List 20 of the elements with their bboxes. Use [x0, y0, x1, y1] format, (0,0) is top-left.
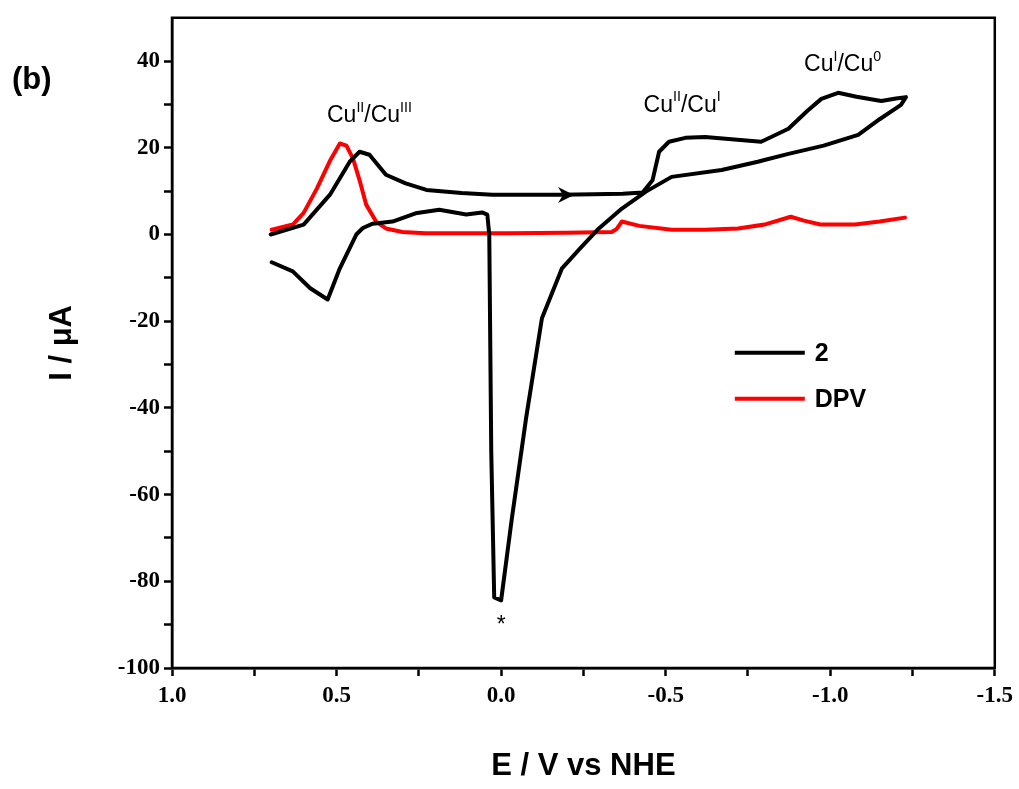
y-tick-label: 40	[137, 47, 160, 73]
y-axis-title: I / μA	[43, 304, 79, 381]
x-tick-label: -1.5	[976, 681, 1014, 707]
y-tick-label: -100	[117, 653, 160, 679]
y-tick-label: 0	[148, 220, 160, 246]
legend-label: 2	[814, 337, 829, 366]
legend-label: DPV	[814, 383, 867, 412]
x-tick-label: 0.0	[486, 681, 516, 707]
y-tick-label: -80	[129, 567, 160, 593]
y-tick-label: -20	[129, 307, 160, 333]
x-tick-label: 1.0	[157, 681, 187, 707]
x-tick-label: 0.5	[322, 681, 351, 707]
x-tick-label: -1.0	[812, 681, 849, 707]
y-tick-label: -60	[129, 480, 160, 506]
text: (b)	[12, 60, 52, 96]
y-tick-label: -40	[129, 393, 160, 419]
x-tick-label: -0.5	[647, 681, 684, 707]
x-axis-title: E / V vs NHE	[491, 746, 676, 782]
annotation: *	[496, 610, 506, 637]
y-tick-label: 20	[137, 133, 160, 159]
